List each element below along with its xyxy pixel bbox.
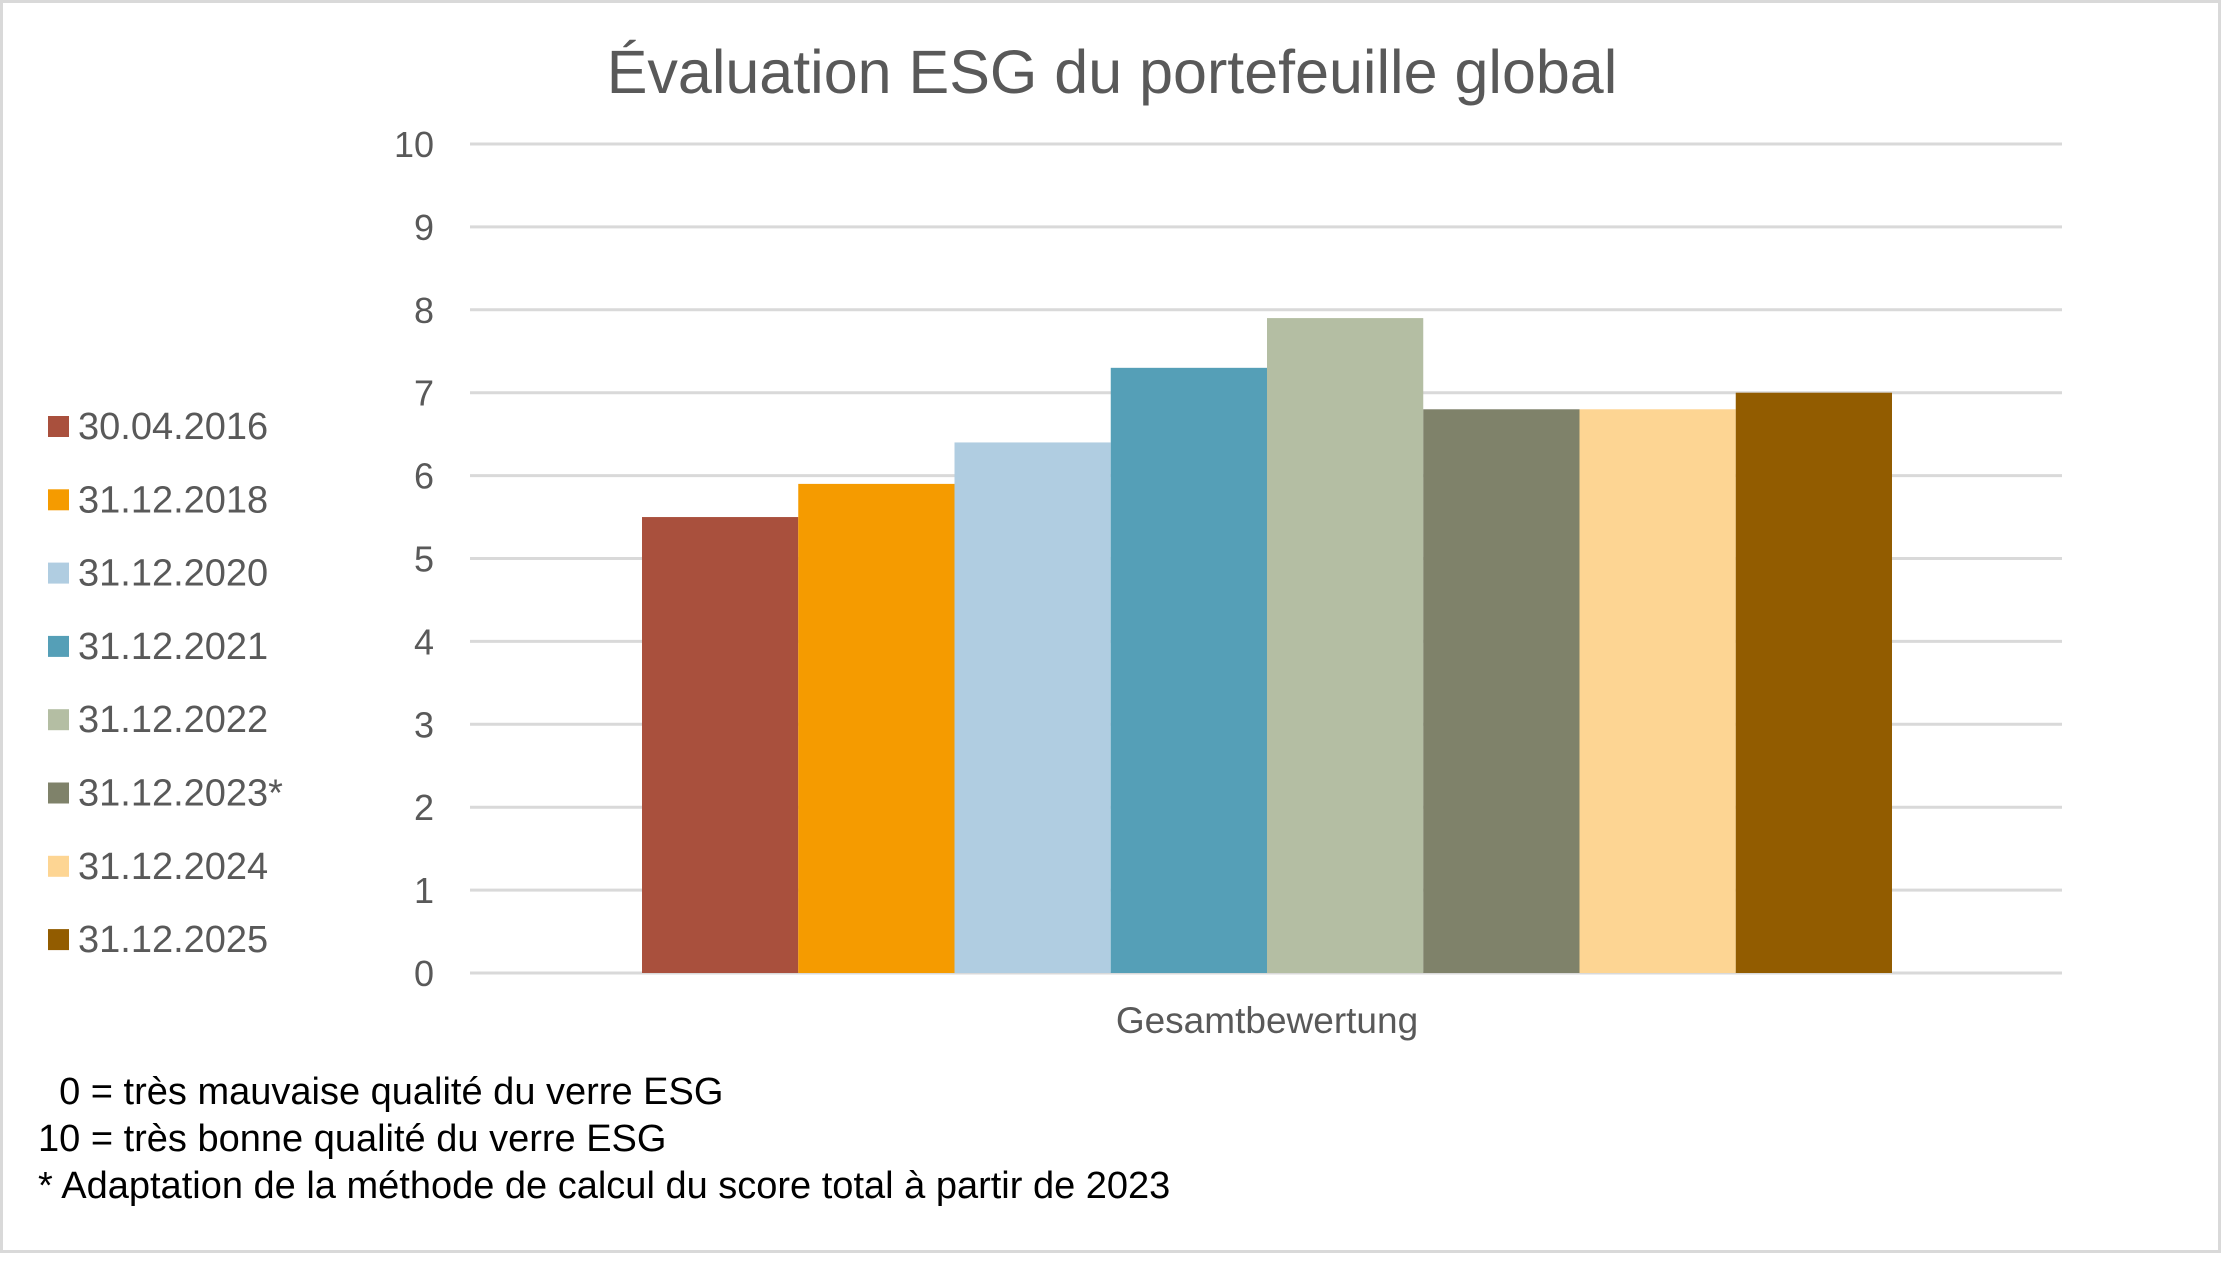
y-tick-label: 1 [414,870,434,911]
bar-30-04-2016 [642,517,799,973]
legend-label: 31.12.2023* [78,773,283,815]
bar-31-12-2020 [954,442,1111,973]
y-tick-label: 9 [414,207,434,248]
notes: 0 = très mauvaise qualité du verre ESG 10… [38,1071,1170,1207]
footnote: 10 = très bonne qualité du verre ESG [38,1118,666,1160]
y-tick-label: 4 [414,621,434,662]
legend-swatch [48,635,69,657]
footnote: * Adaptation de la méthode de calcul du … [38,1165,1170,1207]
bar-31-12-2021 [1110,367,1267,974]
y-axis-ticks: 0 1 2 3 4 5 6 7 8 9 10 [394,124,434,994]
legend-label: 30.04.2016 [78,406,268,448]
y-tick-label: 7 [414,373,434,414]
legend-label: 31.12.2022 [78,699,268,741]
legend-swatch [48,782,69,804]
bars [642,318,1892,974]
legend-swatch [48,489,69,511]
bar-31-12-2022 [1267,318,1424,974]
y-tick-label: 10 [394,124,434,165]
legend-label: 31.12.2020 [78,553,268,595]
y-tick-label: 0 [414,953,434,994]
bar-31-12-2023 [1423,409,1580,973]
x-axis-categories: Gesamtbewertung [1116,1000,1418,1041]
legend-swatch [48,855,69,877]
legend-label: 31.12.2018 [78,479,268,521]
legend: 30.04.2016 31.12.2018 31.12.2020 31.12.2021… [48,406,283,961]
legend-label: 31.12.2024 [78,846,268,888]
y-tick-label: 5 [414,539,434,580]
bar-31-12-2018 [798,483,955,973]
x-category-label: Gesamtbewertung [1116,1000,1418,1041]
bar-31-12-2025 [1735,392,1892,973]
legend-label: 31.12.2025 [78,919,268,961]
legend-label: 31.12.2021 [78,626,268,668]
legend-swatch [48,709,69,731]
legend-swatch [48,929,69,951]
y-tick-label: 3 [414,704,434,745]
chart-title: Évaluation ESG du portefeuille global [607,38,1618,106]
y-tick-label: 6 [414,456,434,497]
footnote: 0 = très mauvaise qualité du verre ESG [38,1071,723,1113]
legend-swatch [48,416,69,437]
legend-swatch [48,562,69,584]
y-tick-label: 2 [414,787,434,828]
bar-31-12-2024 [1579,409,1736,973]
y-tick-label: 8 [414,290,434,331]
